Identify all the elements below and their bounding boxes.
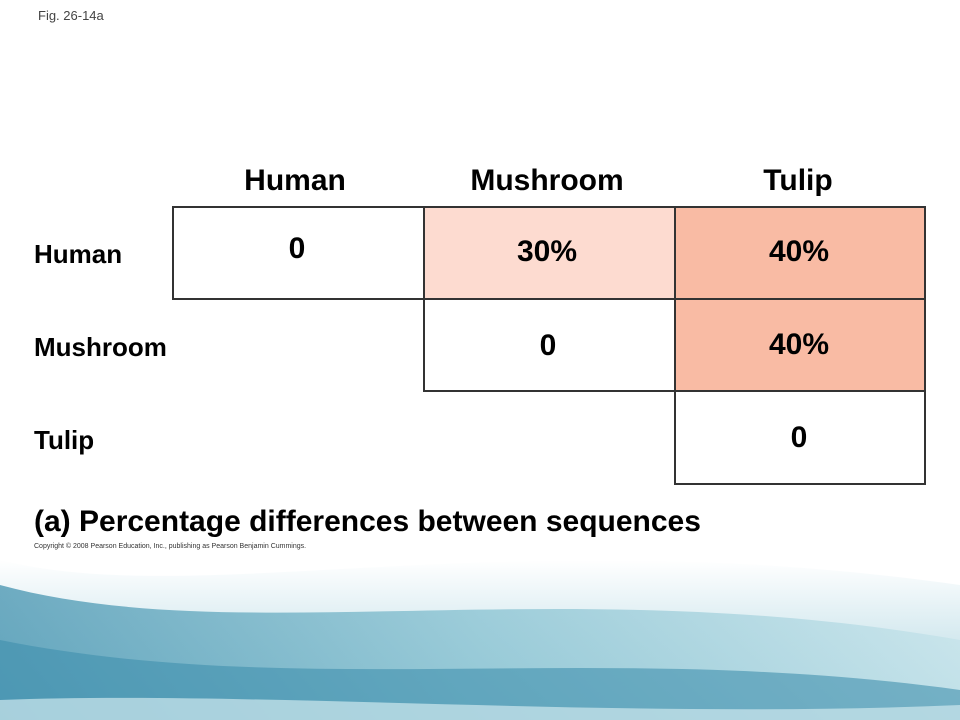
row-header-tulip: Tulip	[34, 425, 95, 455]
column-header-tulip: Tulip	[763, 164, 833, 197]
matrix-cell	[423, 206, 676, 300]
matrix-cell	[423, 298, 676, 392]
copyright-notice: Copyright © 2008 Pearson Education, Inc.…	[34, 543, 307, 550]
figure-label: Fig. 26-14a	[38, 8, 104, 23]
row-header-human: Human	[34, 239, 123, 269]
matrix-cell	[674, 298, 926, 392]
cell-value-human-tulip: 40%	[768, 235, 830, 268]
cell-value-human-mushroom: 30%	[516, 235, 578, 268]
matrix-cell	[674, 390, 926, 485]
row-header-mushroom: Mushroom	[34, 332, 167, 362]
figure-caption: (a) Percentage differences between seque…	[34, 505, 701, 538]
matrix-cell	[172, 206, 425, 300]
cell-value-mushroom-mushroom: 0	[539, 329, 557, 362]
cell-value-human-human: 0	[288, 232, 306, 265]
column-header-mushroom: Mushroom	[470, 164, 624, 197]
matrix-panel: Human Mushroom Tulip Human Mushroom Tuli…	[30, 159, 930, 558]
column-header-human: Human	[244, 164, 346, 197]
cell-value-mushroom-tulip: 40%	[768, 328, 830, 361]
cell-value-tulip-tulip: 0	[790, 421, 808, 454]
